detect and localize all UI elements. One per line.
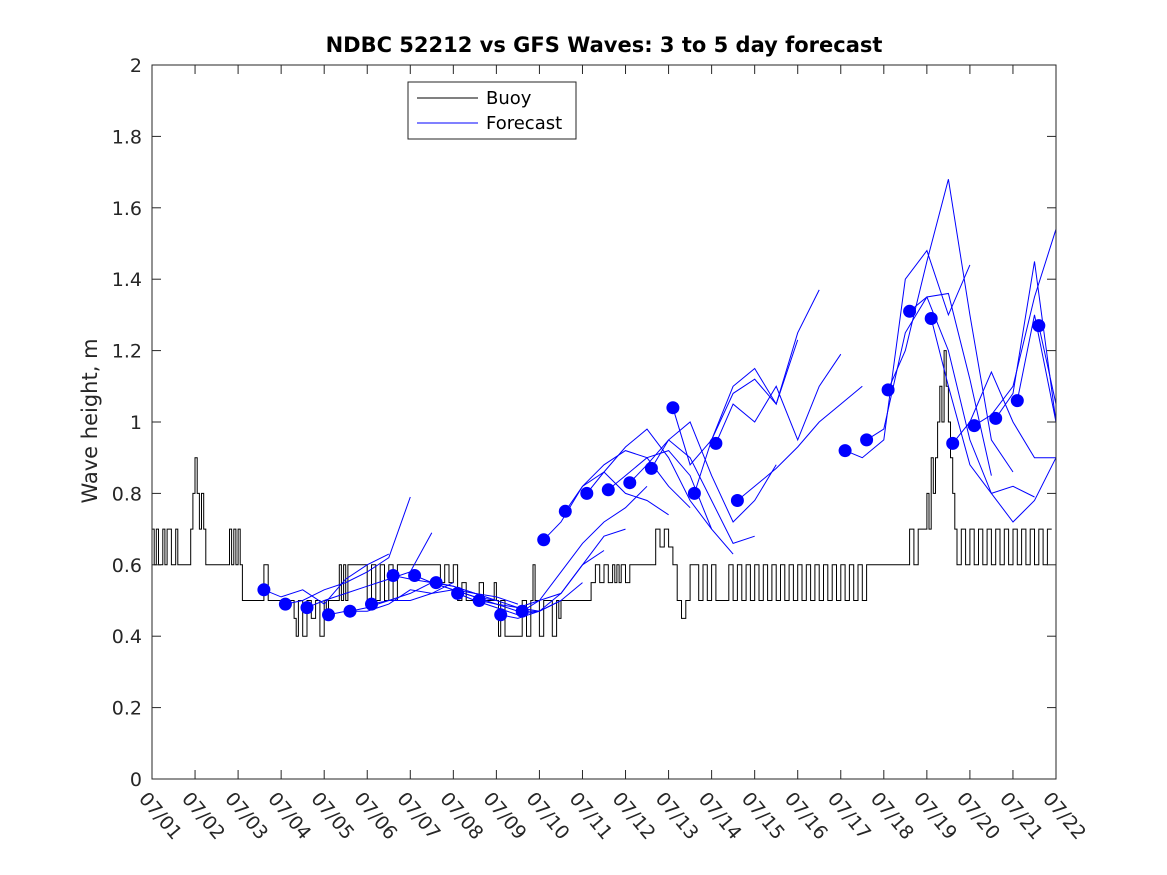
forecast-point — [623, 476, 637, 490]
forecast-line-2 — [285, 496, 411, 605]
legend-box — [407, 81, 577, 140]
forecast-point — [881, 383, 895, 397]
forecast-point — [451, 586, 465, 600]
forecast-point — [537, 533, 551, 547]
forecast-point — [429, 576, 443, 590]
forecast-line-32 — [1016, 314, 1057, 423]
forecast-point — [278, 597, 292, 611]
forecast-point — [903, 304, 917, 318]
forecast-line-22 — [715, 353, 842, 444]
forecast-point — [1010, 394, 1024, 408]
forecast-line-28 — [930, 318, 1057, 523]
forecast-point — [838, 444, 852, 458]
plot-area — [152, 65, 1056, 779]
y-axis-label: Wave height, m — [78, 338, 102, 503]
forecast-point — [860, 433, 874, 447]
forecast-line-26 — [887, 179, 1014, 473]
forecast-line-13 — [521, 485, 648, 612]
forecast-point — [386, 569, 400, 582]
forecast-line-16 — [586, 428, 712, 530]
y-tick-label: 1.2 — [112, 341, 142, 363]
forecast-line-24 — [844, 249, 971, 459]
legend-label-buoy: Buoy — [486, 88, 532, 109]
forecast-line-23 — [737, 385, 863, 501]
y-tick-label: 0.2 — [112, 698, 142, 720]
legend-label-forecast: Forecast — [486, 113, 562, 134]
forecast-point — [257, 583, 271, 597]
forecast-point — [1032, 319, 1046, 333]
forecast-point — [644, 461, 658, 475]
forecast-point — [666, 401, 680, 415]
y-axis-ticks: 0 0.2 0.4 0.6 0.8 1 1.2 1.4 1.6 1.8 2 — [112, 55, 1056, 791]
forecast-line-33 — [1038, 325, 1057, 405]
forecast-line-12 — [500, 528, 626, 619]
forecast-point — [343, 604, 357, 618]
forecast-line-27 — [909, 296, 1035, 498]
y-tick-label: 0.4 — [112, 626, 142, 648]
forecast-point — [709, 436, 723, 450]
y-tick-label: 1 — [130, 412, 142, 434]
legend: Buoy Forecast — [407, 81, 577, 140]
forecast-line-30 — [973, 229, 1057, 427]
forecast-point — [967, 419, 981, 433]
y-tick-label: 2 — [130, 55, 142, 77]
forecast-line-31 — [995, 261, 1057, 423]
forecast-line-29 — [952, 370, 1056, 459]
forecast-point — [730, 494, 744, 507]
buoy-line — [152, 350, 1052, 637]
forecast-point — [494, 608, 508, 622]
y-tick-label: 0.8 — [112, 483, 142, 505]
forecast-point — [300, 601, 314, 615]
forecast-point — [601, 483, 615, 497]
forecast-point — [515, 604, 529, 618]
y-tick-label: 1.6 — [112, 198, 142, 220]
forecast-point — [989, 411, 1003, 425]
forecast-point — [924, 312, 938, 325]
y-tick-label: 0 — [130, 769, 142, 791]
forecast-point — [687, 486, 701, 500]
y-tick-label: 1.8 — [112, 126, 142, 148]
forecast-line-19 — [650, 421, 777, 523]
buoy-series — [152, 350, 1052, 637]
forecast-point — [946, 436, 960, 450]
forecast-line-17 — [607, 450, 734, 555]
forecast-line-1 — [263, 553, 390, 605]
y-tick-label: 0.6 — [112, 555, 142, 577]
forecast-point — [558, 504, 572, 518]
forecast-point — [322, 608, 335, 622]
forecast-point — [472, 594, 486, 607]
forecast-point — [408, 569, 422, 582]
chart-title: NDBC 52212 vs GFS Waves: 3 to 5 day fore… — [326, 33, 883, 57]
forecast-points — [257, 304, 1046, 622]
forecast-line-15 — [564, 450, 691, 512]
forecast-point — [580, 486, 594, 500]
forecast-point — [365, 597, 378, 611]
y-tick-label: 1.4 — [112, 269, 142, 291]
